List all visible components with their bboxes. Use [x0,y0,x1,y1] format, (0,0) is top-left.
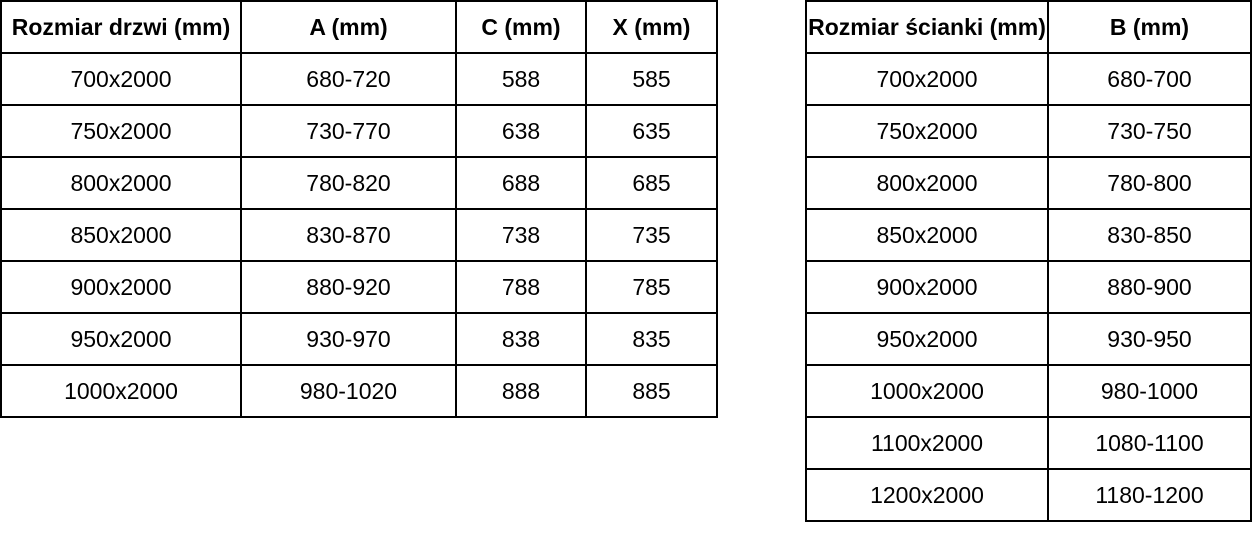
door-c-cell: 588 [455,52,587,106]
table-row: 1000x2000 980-1000 [805,364,1252,418]
wall-b-cell: 1180-1200 [1047,468,1252,522]
door-a-cell: 730-770 [240,104,457,158]
wall-b-cell: 1080-1100 [1047,416,1252,470]
door-size-cell: 900x2000 [0,260,242,314]
door-x-cell: 785 [585,260,718,314]
door-size-cell: 750x2000 [0,104,242,158]
table-row: 900x2000 880-920 788 785 [0,260,718,314]
table-row: 800x2000 780-820 688 685 [0,156,718,210]
door-c-cell: 888 [455,364,587,418]
door-x-cell: 585 [585,52,718,106]
door-a-cell: 830-870 [240,208,457,262]
wall-size-cell: 1000x2000 [805,364,1049,418]
door-size-cell: 850x2000 [0,208,242,262]
table-row: 750x2000 730-770 638 635 [0,104,718,158]
door-size-cell: 950x2000 [0,312,242,366]
table-row: 950x2000 930-950 [805,312,1252,366]
table-row: 850x2000 830-850 [805,208,1252,262]
door-x-cell: 835 [585,312,718,366]
table-row: 900x2000 880-900 [805,260,1252,314]
door-c-cell: 788 [455,260,587,314]
door-x-column-header: X (mm) [585,0,718,54]
door-a-cell: 980-1020 [240,364,457,418]
wall-table-header-row: Rozmiar ścianki (mm) B (mm) [805,0,1252,54]
door-a-cell: 780-820 [240,156,457,210]
table-row: 1100x2000 1080-1100 [805,416,1252,470]
door-c-cell: 838 [455,312,587,366]
wall-b-cell: 680-700 [1047,52,1252,106]
table-row: 750x2000 730-750 [805,104,1252,158]
table-row: 700x2000 680-720 588 585 [0,52,718,106]
door-x-cell: 685 [585,156,718,210]
door-size-cell: 1000x2000 [0,364,242,418]
wall-size-column-header: Rozmiar ścianki (mm) [805,0,1049,54]
door-c-cell: 638 [455,104,587,158]
table-row: 950x2000 930-970 838 835 [0,312,718,366]
door-a-column-header: A (mm) [240,0,457,54]
door-a-cell: 930-970 [240,312,457,366]
wall-b-cell: 930-950 [1047,312,1252,366]
door-x-cell: 735 [585,208,718,262]
door-size-cell: 800x2000 [0,156,242,210]
wall-b-cell: 880-900 [1047,260,1252,314]
wall-size-cell: 950x2000 [805,312,1049,366]
table-row: 800x2000 780-800 [805,156,1252,210]
wall-size-cell: 850x2000 [805,208,1049,262]
door-size-cell: 700x2000 [0,52,242,106]
door-sizes-table: Rozmiar drzwi (mm) A (mm) C (mm) X (mm) … [0,0,718,418]
table-row: 1000x2000 980-1020 888 885 [0,364,718,418]
table-row: 700x2000 680-700 [805,52,1252,106]
door-a-cell: 880-920 [240,260,457,314]
door-c-column-header: C (mm) [455,0,587,54]
wall-sizes-table: Rozmiar ścianki (mm) B (mm) 700x2000 680… [805,0,1252,522]
wall-size-cell: 1200x2000 [805,468,1049,522]
table-row: 850x2000 830-870 738 735 [0,208,718,262]
wall-size-cell: 800x2000 [805,156,1049,210]
door-table-header-row: Rozmiar drzwi (mm) A (mm) C (mm) X (mm) [0,0,718,54]
wall-b-cell: 830-850 [1047,208,1252,262]
wall-b-column-header: B (mm) [1047,0,1252,54]
door-size-column-header: Rozmiar drzwi (mm) [0,0,242,54]
wall-size-cell: 900x2000 [805,260,1049,314]
door-x-cell: 885 [585,364,718,418]
wall-b-cell: 780-800 [1047,156,1252,210]
door-c-cell: 688 [455,156,587,210]
door-x-cell: 635 [585,104,718,158]
wall-size-cell: 750x2000 [805,104,1049,158]
wall-size-cell: 1100x2000 [805,416,1049,470]
door-a-cell: 680-720 [240,52,457,106]
wall-b-cell: 730-750 [1047,104,1252,158]
wall-size-cell: 700x2000 [805,52,1049,106]
door-c-cell: 738 [455,208,587,262]
wall-b-cell: 980-1000 [1047,364,1252,418]
table-row: 1200x2000 1180-1200 [805,468,1252,522]
